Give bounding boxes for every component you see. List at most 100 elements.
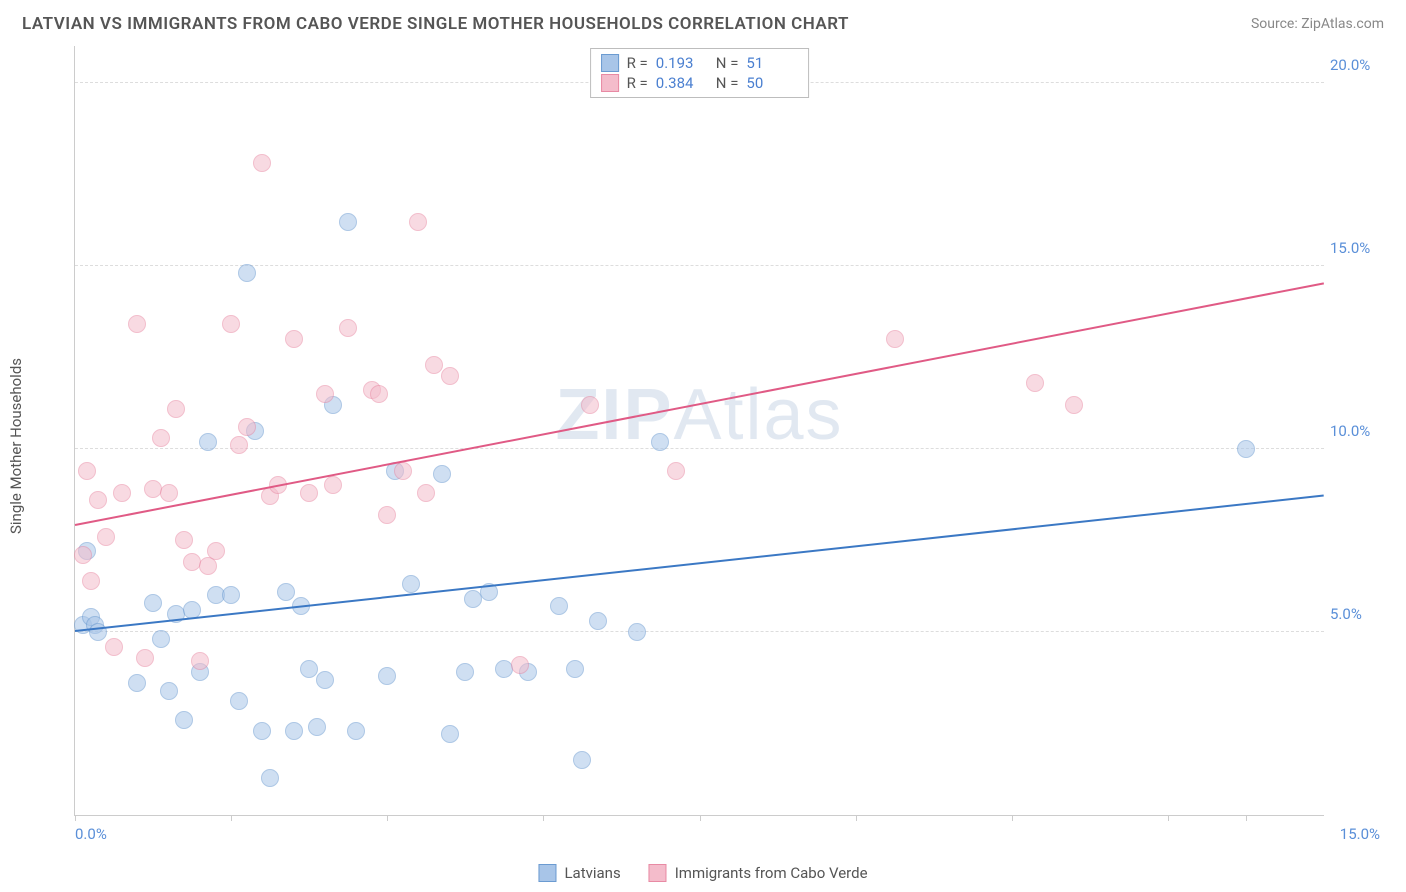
data-point <box>285 722 303 740</box>
data-point <box>347 722 365 740</box>
data-point <box>230 436 248 454</box>
data-point <box>128 315 146 333</box>
y-tick-label: 15.0% <box>1330 239 1380 257</box>
data-point <box>89 491 107 509</box>
x-tick-label: 15.0% <box>1340 825 1380 843</box>
data-point <box>378 506 396 524</box>
x-tick <box>75 815 76 821</box>
y-tick-label: 20.0% <box>1330 56 1380 74</box>
x-tick <box>1168 815 1169 821</box>
data-point <box>167 400 185 418</box>
data-point <box>230 692 248 710</box>
data-point <box>394 462 412 480</box>
y-tick-label: 10.0% <box>1330 422 1380 440</box>
x-tick <box>1012 815 1013 821</box>
swatch-latvians-icon <box>538 864 556 882</box>
data-point <box>128 674 146 692</box>
gridline <box>75 265 1324 266</box>
series-legend: Latvians Immigrants from Cabo Verde <box>538 864 867 882</box>
r-value-latvians: 0.193 <box>656 54 708 72</box>
data-point <box>222 586 240 604</box>
data-point <box>222 315 240 333</box>
data-point <box>316 385 334 403</box>
data-point <box>144 594 162 612</box>
data-point <box>378 667 396 685</box>
data-point <box>113 484 131 502</box>
data-point <box>339 319 357 337</box>
legend-row-cabo-verde: R = 0.384 N = 50 <box>601 73 799 93</box>
data-point <box>136 649 154 667</box>
data-point <box>82 572 100 590</box>
swatch-cabo-verde-icon <box>649 864 667 882</box>
plot-area: ZIPAtlas R = 0.193 N = 51 R = 0.384 N = … <box>74 46 1324 816</box>
y-tick-label: 5.0% <box>1330 605 1380 623</box>
data-point <box>456 663 474 681</box>
x-tick <box>700 815 701 821</box>
correlation-legend: R = 0.193 N = 51 R = 0.384 N = 50 <box>590 48 810 98</box>
x-tick <box>856 815 857 821</box>
n-value-cabo-verde: 50 <box>746 74 798 92</box>
data-point <box>441 367 459 385</box>
data-point <box>409 213 427 231</box>
data-point <box>417 484 435 502</box>
data-point <box>199 433 217 451</box>
x-tick <box>231 815 232 821</box>
data-point <box>300 484 318 502</box>
x-tick-label: 0.0% <box>75 825 107 843</box>
data-point <box>308 718 326 736</box>
data-point <box>238 264 256 282</box>
data-point <box>1026 374 1044 392</box>
data-point <box>191 652 209 670</box>
data-point <box>339 213 357 231</box>
data-point <box>175 531 193 549</box>
data-point <box>207 542 225 560</box>
data-point <box>105 638 123 656</box>
data-point <box>581 396 599 414</box>
data-point <box>316 671 334 689</box>
data-point <box>651 433 669 451</box>
data-point <box>300 660 318 678</box>
chart-title: LATVIAN VS IMMIGRANTS FROM CABO VERDE SI… <box>22 14 849 34</box>
x-tick <box>1246 815 1247 821</box>
r-value-cabo-verde: 0.384 <box>656 74 708 92</box>
swatch-latvians <box>601 54 619 72</box>
data-point <box>402 575 420 593</box>
data-point <box>175 711 193 729</box>
legend-item-latvians: Latvians <box>538 864 620 882</box>
swatch-cabo-verde <box>601 74 619 92</box>
chart-container: Single Mother Households ZIPAtlas R = 0.… <box>22 46 1384 846</box>
data-point <box>160 484 178 502</box>
data-point <box>89 623 107 641</box>
data-point <box>886 330 904 348</box>
data-point <box>74 546 92 564</box>
data-point <box>589 612 607 630</box>
x-tick <box>543 815 544 821</box>
data-point <box>324 476 342 494</box>
data-point <box>628 623 646 641</box>
data-point <box>433 465 451 483</box>
data-point <box>253 154 271 172</box>
data-point <box>1237 440 1255 458</box>
data-point <box>550 597 568 615</box>
data-point <box>441 725 459 743</box>
n-value-latvians: 51 <box>746 54 798 72</box>
x-tick <box>387 815 388 821</box>
y-axis-label: Single Mother Households <box>7 358 25 534</box>
data-point <box>277 583 295 601</box>
legend-item-cabo-verde: Immigrants from Cabo Verde <box>649 864 868 882</box>
legend-row-latvians: R = 0.193 N = 51 <box>601 53 799 73</box>
trend-line <box>75 494 1324 631</box>
data-point <box>253 722 271 740</box>
data-point <box>667 462 685 480</box>
data-point <box>566 660 584 678</box>
data-point <box>425 356 443 374</box>
data-point <box>160 682 178 700</box>
data-point <box>1065 396 1083 414</box>
gridline <box>75 631 1324 632</box>
data-point <box>152 630 170 648</box>
data-point <box>511 656 529 674</box>
data-point <box>261 769 279 787</box>
source-label: Source: ZipAtlas.com <box>1251 16 1384 32</box>
data-point <box>152 429 170 447</box>
data-point <box>573 751 591 769</box>
